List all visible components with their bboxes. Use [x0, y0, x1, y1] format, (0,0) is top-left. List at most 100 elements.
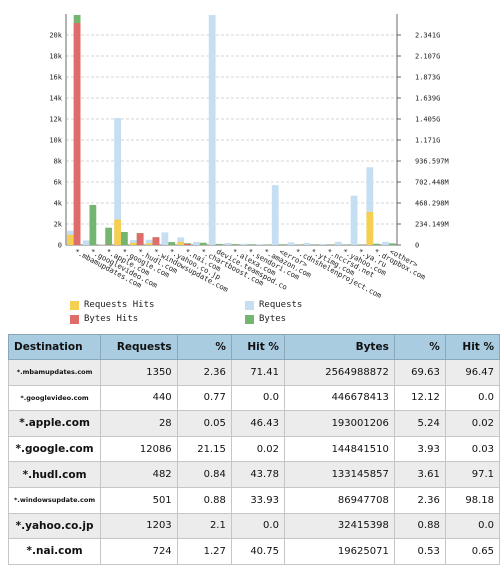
table-cell: 12.12: [393, 384, 446, 412]
destination-cell: *.nai.com: [7, 538, 102, 565]
destination-cell: *.googlevideo.com: [7, 384, 102, 412]
table-cell: 28: [100, 410, 178, 437]
bar-requests: [193, 241, 200, 245]
bar-requests-hits: [177, 241, 185, 245]
bar-requests: [145, 239, 153, 245]
bar-bytes: [388, 243, 396, 245]
bar-bytes: [231, 244, 239, 245]
legend-swatch: [245, 300, 254, 310]
bar-bytes: [247, 244, 254, 245]
destination-cell: *.windowsupdate.com: [7, 486, 102, 514]
bar-bytes-hits: [184, 243, 191, 245]
column-header[interactable]: Bytes: [283, 334, 395, 360]
table-cell: 0.65: [444, 538, 500, 565]
table-cell: 0.0: [444, 512, 500, 540]
table-cell: 5.24: [393, 410, 446, 437]
table-cell: 97.1: [444, 461, 500, 488]
bar-requests-hits: [145, 243, 153, 245]
table-cell: 0.53: [393, 538, 446, 565]
bar-bytes: [262, 244, 270, 245]
y-right-tick-label: 1.405G: [415, 116, 440, 124]
bar-requests: [256, 244, 263, 245]
bar-requests-hits: [66, 234, 74, 245]
bar-requests: [382, 241, 389, 245]
destination-cell: *.mbamupdates.com: [7, 359, 102, 386]
table-cell: 46.43: [230, 410, 285, 437]
bar-requests: [271, 185, 279, 245]
y-left-tick-label: 4k: [54, 200, 63, 208]
table-header-row: Destination Requests% Hit % Bytes% Hit %: [7, 334, 500, 360]
bar-requests-hits: [366, 211, 374, 245]
table-cell: 2564988872: [283, 359, 395, 386]
table-cell: 2.36: [176, 359, 232, 386]
y-left-tick-label: 10k: [49, 137, 62, 145]
table-cell: 0.0: [444, 384, 500, 412]
table-cell: 501: [100, 486, 178, 514]
table-cell: 2.36: [393, 486, 446, 514]
table-cell: 86947708: [283, 486, 395, 514]
table-cell: 3.93: [393, 435, 446, 463]
destination-cell: *.google.com: [7, 435, 102, 463]
y-right-tick-label: 0: [415, 242, 419, 250]
bar-bytes: [199, 242, 207, 245]
bar-requests: [334, 241, 342, 245]
legend-swatch: [70, 300, 79, 310]
destination-cell: *.hudl.com: [7, 461, 102, 488]
bar-requests: [319, 243, 326, 245]
table-cell: 32415398: [283, 512, 395, 540]
table-cell: 2.1: [176, 512, 232, 540]
y-left-tick-label: 6k: [54, 179, 63, 187]
table-body: *.mbamupdates.com 1350 2.36 71.41 2564988872…: [7, 359, 500, 565]
y-right-tick-label: 1.171G: [415, 137, 440, 145]
table-cell: 40.75: [230, 538, 285, 565]
destination-cell: *.yahoo.co.jp: [7, 512, 102, 540]
bar-bytes: [373, 243, 380, 245]
column-header[interactable]: Hit %: [230, 334, 285, 360]
table-cell: 0.02: [230, 435, 285, 463]
y-left-tick-label: 18k: [49, 53, 62, 61]
table-row: *.yahoo.co.jp 1203 2.1 0.0 32415398 0.88 0.0: [7, 512, 500, 540]
column-header[interactable]: Hit %: [444, 334, 500, 360]
table-cell: 19625071: [283, 538, 395, 565]
y-left-tick-label: 14k: [49, 95, 62, 103]
table-cell: 0.0: [230, 384, 285, 412]
column-header[interactable]: Requests: [100, 334, 178, 360]
bar-requests: [161, 232, 169, 245]
legend-label: Requests Hits: [84, 300, 155, 310]
y-right-tick-label: 468.298M: [415, 200, 449, 208]
y-right-tick-label: 1.639G: [415, 95, 440, 103]
destination-cell: *.apple.com: [7, 410, 102, 437]
bar-requests: [287, 242, 295, 245]
table-row: *.mbamupdates.com 1350 2.36 71.41 2564988872…: [7, 359, 500, 386]
table-cell: 3.61: [393, 461, 446, 488]
bar-bytes-hits: [136, 233, 144, 245]
bar-requests: [177, 237, 185, 245]
bar-requests: [82, 240, 90, 245]
legend-label: Bytes: [259, 314, 287, 324]
y-right-tick-label: 1.873G: [415, 74, 440, 82]
table-cell: 43.78: [230, 461, 285, 488]
column-header[interactable]: %: [176, 334, 232, 360]
bar-requests-hits: [129, 242, 137, 245]
table-row: *.nai.com 724 1.27 40.75 19625071 0.53 0.65: [7, 538, 500, 565]
table-cell: 1.27: [176, 538, 232, 565]
bar-requests: [224, 242, 232, 245]
bar-bytes: [278, 244, 286, 245]
column-header[interactable]: Destination: [7, 334, 102, 360]
table-cell: 0.02: [444, 410, 500, 437]
table-cell: 133145857: [283, 461, 395, 488]
bar-bytes: [121, 232, 128, 245]
table-cell: 440: [100, 384, 178, 412]
bar-bytes: [357, 244, 365, 245]
column-header[interactable]: %: [393, 334, 446, 360]
bar-bytes: [89, 204, 97, 245]
table-cell: 0.77: [176, 384, 232, 412]
destinations-table-wrap: Destination Requests% Hit % Bytes% Hit % *.m…: [7, 334, 500, 565]
table-cell: 1203: [100, 512, 178, 540]
legend-item: Bytes: [245, 314, 286, 324]
y-left-tick-label: 0: [58, 242, 62, 250]
y-right-tick-label: 702.448M: [415, 179, 449, 187]
bar-bytes-hits: [152, 237, 160, 245]
table-cell: 12086: [100, 435, 178, 463]
legend-swatch: [70, 314, 79, 324]
